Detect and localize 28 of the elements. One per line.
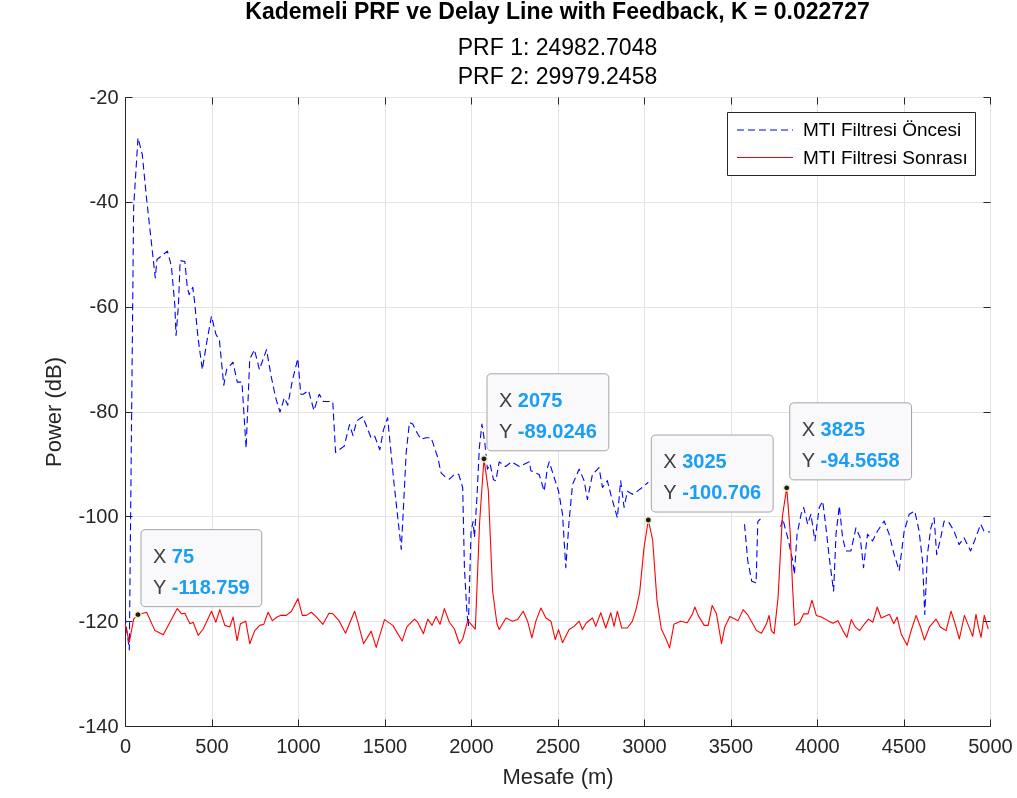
annotation: X 2075 Y -89.0246 (498, 388, 597, 442)
annotation: X 3825 Y -94.5658 (801, 417, 900, 471)
y-tick-label: -60 (89, 295, 119, 318)
x-tick-label: 1000 (276, 734, 321, 757)
x-tick-label: 5000 (968, 734, 1013, 757)
y-tick-label: -20 (89, 85, 119, 108)
x-tick-label: 0 (119, 734, 132, 757)
x-tick-label: 500 (195, 734, 229, 757)
y-tick-label: -40 (89, 190, 119, 213)
y-tick-label: -140 (78, 714, 119, 737)
annotation: X 75 Y -118.759 (152, 544, 250, 598)
x-tick-label: 2500 (535, 734, 581, 757)
x-tick-label: 3500 (708, 734, 754, 757)
x-tick-label: 4000 (795, 734, 840, 757)
x-tick-label: 1500 (362, 734, 408, 757)
legend-label: MTI Filtresi Sonrası (803, 146, 968, 168)
y-axis-title: Power (dB) (41, 356, 67, 468)
y-tick-label: -120 (78, 609, 119, 632)
y-tick-label: -80 (89, 400, 119, 422)
x-axis-title: Mesafe (m) (502, 763, 614, 789)
chart-subtitle: PRF 1: 24982.7048 PRF 2: 29979.2458 (457, 33, 658, 89)
y-tick-label: -100 (78, 504, 119, 527)
x-tick-label: 3000 (622, 734, 667, 757)
x-tick-label: 4500 (881, 734, 927, 757)
legend-label: MTI Filtresi Öncesi (803, 119, 962, 140)
chart-title: Kademeli PRF ve Delay Line with Feedback, K = 0.022727 (245, 0, 870, 24)
x-tick-label: 2000 (449, 734, 494, 757)
annotation: X 3025 Y -100.706 (663, 450, 762, 504)
